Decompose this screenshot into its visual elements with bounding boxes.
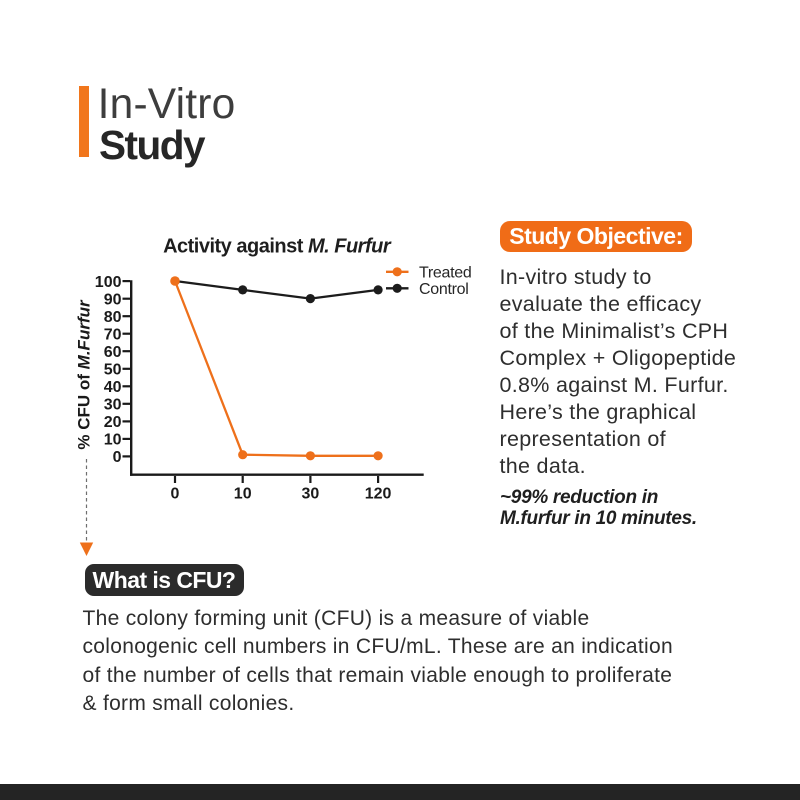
svg-text:100: 100: [95, 274, 122, 291]
svg-text:120: 120: [365, 486, 392, 503]
svg-text:40: 40: [104, 379, 122, 396]
svg-text:Activity against M. Furfur: Activity against M. Furfur: [163, 236, 392, 258]
svg-text:70: 70: [104, 326, 122, 343]
svg-text:90: 90: [104, 291, 122, 308]
svg-text:30: 30: [302, 486, 320, 503]
svg-text:Treated: Treated: [419, 264, 471, 281]
svg-text:10: 10: [234, 486, 252, 503]
svg-text:10: 10: [104, 432, 122, 449]
svg-text:Control: Control: [419, 281, 468, 298]
svg-text:0: 0: [113, 449, 122, 466]
svg-text:50: 50: [104, 362, 122, 379]
svg-text:% CFU of M.Furfur: % CFU of M.Furfur: [75, 299, 94, 450]
svg-text:20: 20: [104, 414, 122, 431]
svg-text:30: 30: [104, 397, 122, 414]
svg-text:80: 80: [104, 309, 122, 326]
svg-text:60: 60: [104, 344, 122, 361]
svg-text:0: 0: [171, 486, 180, 503]
